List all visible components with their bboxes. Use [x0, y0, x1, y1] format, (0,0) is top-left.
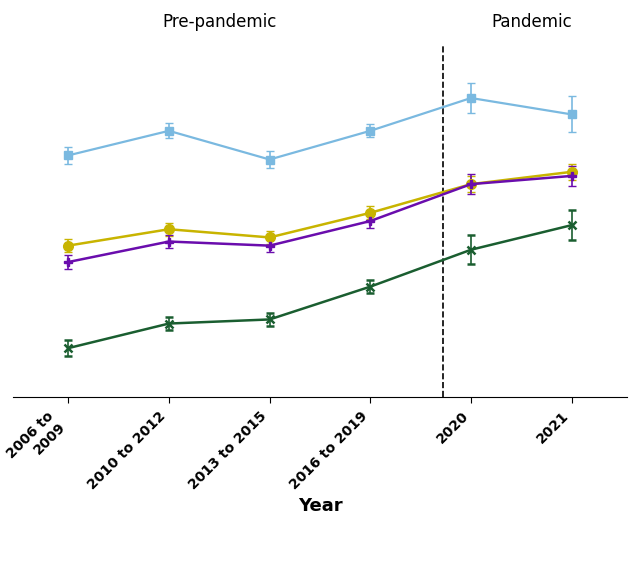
Text: Pre-pandemic: Pre-pandemic: [162, 14, 276, 31]
X-axis label: Year: Year: [297, 496, 342, 515]
Text: Pandemic: Pandemic: [490, 14, 571, 31]
